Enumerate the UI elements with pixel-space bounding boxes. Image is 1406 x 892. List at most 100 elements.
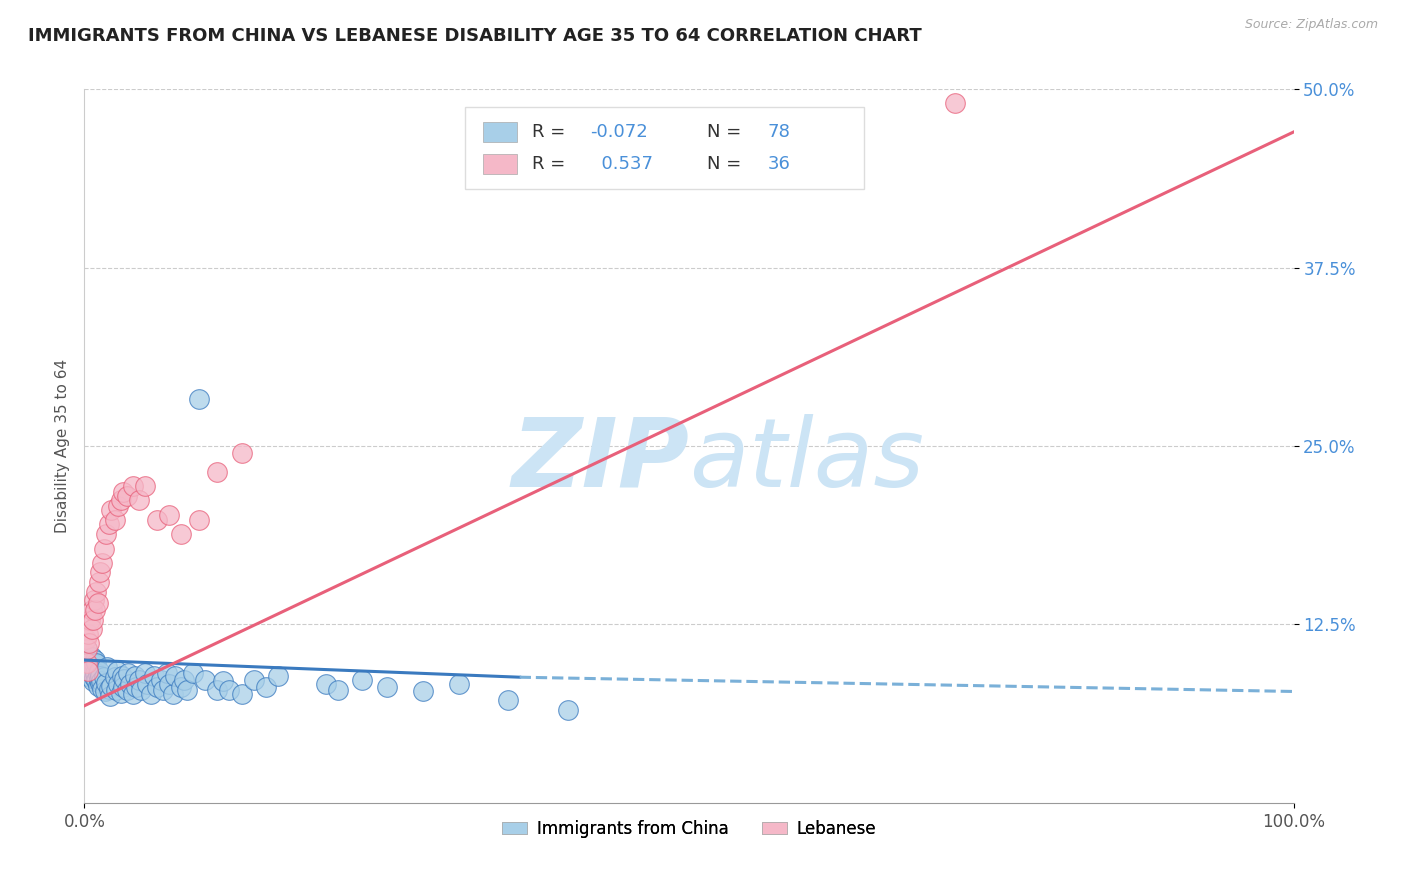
Point (97, 681, 120, 696)
Point (86, 679, 108, 693)
Point (97, 517, 120, 532)
Point (76, 656, 98, 670)
Point (146, 513, 169, 527)
Point (86, 667, 108, 681)
Text: 78: 78 (768, 123, 790, 141)
Point (96, 660, 118, 674)
Point (412, 684, 434, 698)
Point (91, 681, 114, 696)
Point (110, 493, 132, 508)
Point (87, 665, 110, 679)
Text: N =: N = (707, 155, 741, 173)
Point (75, 632, 97, 646)
Point (98, 689, 121, 703)
Point (134, 665, 156, 680)
FancyBboxPatch shape (465, 107, 865, 189)
Point (943, 96, 966, 111)
Point (267, 669, 290, 683)
Point (104, 513, 127, 527)
Point (162, 687, 184, 701)
Point (80, 603, 103, 617)
Point (149, 673, 172, 687)
Point (218, 683, 240, 698)
Text: Source: ZipAtlas.com: Source: ZipAtlas.com (1244, 18, 1378, 31)
Point (105, 665, 128, 679)
Point (77, 665, 100, 679)
Point (207, 465, 229, 479)
Point (82, 674, 104, 689)
Point (152, 683, 174, 698)
Point (157, 677, 180, 691)
Point (83, 670, 105, 684)
Point (80, 667, 103, 681)
Point (155, 665, 177, 680)
Point (194, 673, 217, 687)
Point (207, 683, 229, 698)
Point (107, 499, 129, 513)
Point (328, 683, 350, 698)
Point (77, 627, 100, 641)
Point (86, 584, 108, 599)
Point (188, 392, 211, 406)
Point (242, 673, 264, 687)
Point (89, 669, 111, 683)
Text: N =: N = (707, 123, 741, 141)
Point (143, 669, 166, 683)
Point (89, 676, 111, 690)
Point (115, 489, 138, 503)
Point (87, 673, 110, 687)
Point (170, 680, 193, 694)
Point (121, 687, 143, 701)
Point (165, 669, 187, 683)
Point (91, 556, 114, 570)
Point (76, 641, 98, 656)
Point (86, 673, 108, 687)
Point (181, 665, 204, 680)
Point (77, 665, 100, 679)
Point (117, 665, 139, 680)
Point (112, 672, 135, 686)
Point (107, 677, 129, 691)
Point (173, 673, 195, 687)
Point (176, 683, 198, 698)
Point (79, 670, 101, 684)
Point (83, 657, 105, 672)
Point (352, 673, 374, 687)
Point (76, 641, 98, 656)
Text: IMMIGRANTS FROM CHINA VS LEBANESE DISABILITY AGE 35 TO 64 CORRELATION CHART: IMMIGRANTS FROM CHINA VS LEBANESE DISABI… (28, 27, 922, 45)
Point (110, 686, 132, 700)
Text: 0.537: 0.537 (589, 155, 652, 173)
Point (94, 676, 117, 690)
Point (83, 593, 105, 607)
Point (112, 484, 135, 499)
Point (100, 679, 122, 693)
Point (134, 479, 156, 493)
Text: 36: 36 (768, 155, 790, 173)
Point (120, 677, 142, 691)
Point (86, 656, 108, 670)
Point (115, 683, 138, 698)
Point (157, 508, 180, 522)
Point (128, 673, 150, 687)
Point (94, 527, 117, 541)
Point (449, 677, 471, 691)
Point (170, 527, 193, 541)
Point (77, 656, 100, 670)
Point (89, 565, 111, 579)
Point (87, 574, 110, 589)
Point (79, 653, 101, 667)
FancyBboxPatch shape (484, 154, 517, 174)
Point (188, 513, 211, 527)
Point (79, 613, 101, 627)
Text: ZIP: ZIP (510, 414, 689, 507)
Point (557, 703, 579, 717)
Point (100, 503, 122, 517)
Point (146, 680, 169, 694)
Point (93, 541, 115, 556)
Point (125, 680, 148, 694)
Point (136, 677, 159, 691)
Point (82, 660, 104, 674)
Point (112, 680, 135, 694)
Point (77, 636, 100, 650)
Y-axis label: Disability Age 35 to 64: Disability Age 35 to 64 (55, 359, 70, 533)
